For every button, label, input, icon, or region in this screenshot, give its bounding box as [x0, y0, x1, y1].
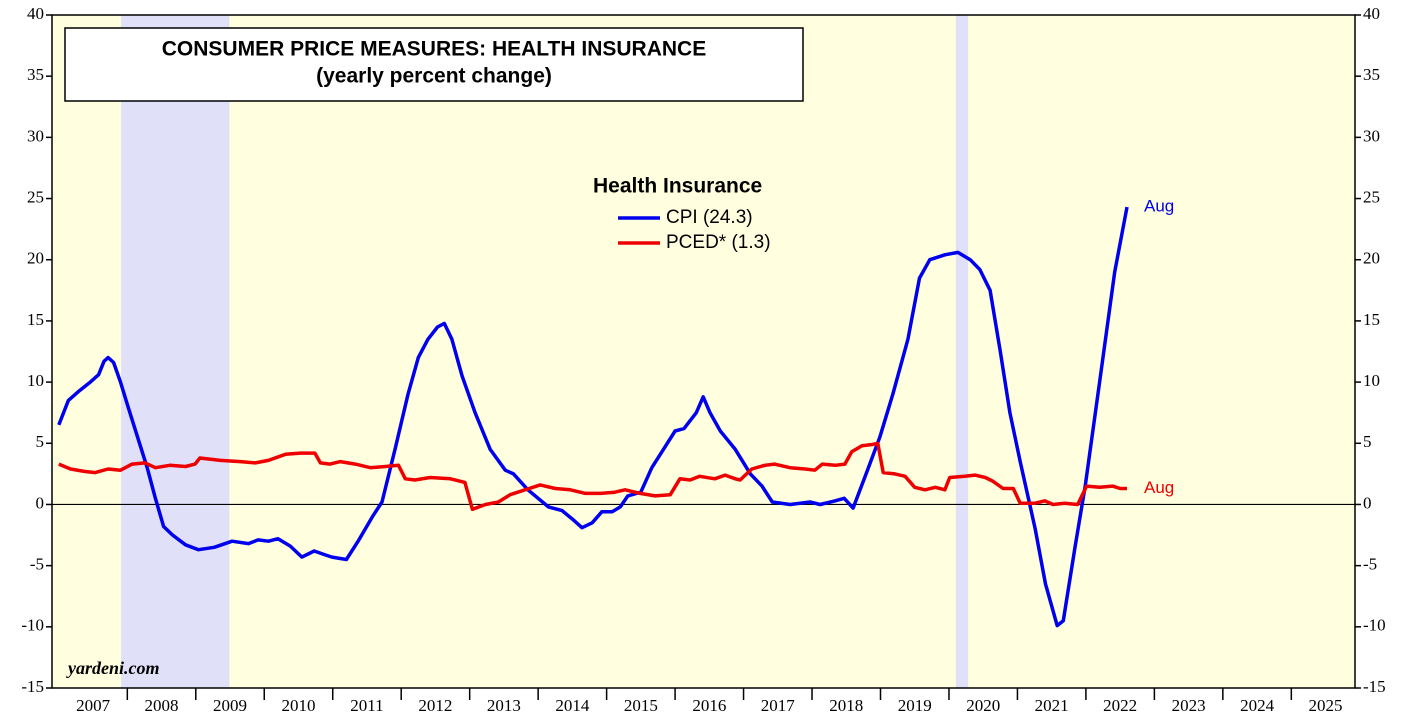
y2-tick-label: 20 — [1363, 249, 1380, 268]
y-tick-label: -5 — [30, 555, 44, 574]
legend-label: CPI (24.3) — [666, 207, 753, 228]
chart-subtitle: (yearly percent change) — [316, 65, 552, 88]
recession-band — [955, 15, 969, 688]
x-tick-label: 2007 — [76, 696, 111, 715]
title-box — [64, 27, 804, 102]
x-tick-label: 2023 — [1172, 696, 1206, 715]
y-tick-label: -10 — [21, 616, 44, 635]
y2-tick-label: 0 — [1363, 493, 1372, 512]
x-tick-label: 2017 — [761, 696, 796, 715]
x-tick-label: 2008 — [145, 696, 179, 715]
x-tick-label: 2025 — [1309, 696, 1343, 715]
recession-shading — [121, 15, 969, 688]
y2-tick-label: -5 — [1363, 555, 1377, 574]
y2-tick-label: 10 — [1363, 371, 1380, 390]
y-tick-label: 40 — [27, 4, 44, 23]
y-tick-label: 0 — [36, 493, 45, 512]
x-tick-label: 2013 — [487, 696, 521, 715]
y2-tick-label: 5 — [1363, 432, 1372, 451]
plot-background — [52, 15, 1355, 688]
plot-frame — [51, 14, 1356, 689]
y-tick-label: 5 — [36, 432, 45, 451]
chart-title: CONSUMER PRICE MEASURES: HEALTH INSURANC… — [162, 38, 706, 61]
source: yardeni.com — [66, 658, 160, 678]
y-tick-label: -15 — [21, 677, 44, 696]
x-tick-label: 2009 — [213, 696, 247, 715]
y2-tick-label: -15 — [1363, 677, 1386, 696]
x-tick-label: 2024 — [1240, 696, 1275, 715]
end-label: Aug — [1144, 197, 1174, 216]
y-tick-label: 35 — [27, 65, 44, 84]
y-tick-label: 10 — [27, 371, 44, 390]
x-tick-label: 2015 — [624, 696, 658, 715]
x-tick-label: 2014 — [555, 696, 590, 715]
x-tick-label: 2011 — [350, 696, 383, 715]
y-tick-label: 25 — [27, 187, 44, 206]
y2-tick-label: 25 — [1363, 187, 1380, 206]
legend: CPI (24.3) PCED* (1.3) — [618, 207, 771, 253]
y-tick-label: 15 — [27, 310, 44, 329]
x-tick-label: 2018 — [829, 696, 863, 715]
series-line — [58, 441, 1127, 512]
series-line — [57, 206, 1129, 628]
legend-title: Health Insurance — [593, 175, 762, 198]
recession-band — [121, 15, 230, 688]
x-tick-label: 2010 — [281, 696, 315, 715]
x-tick-label: 2021 — [1035, 696, 1069, 715]
x-tick-label: 2012 — [418, 696, 452, 715]
y2-tick-label: 40 — [1363, 4, 1380, 23]
legend-label: PCED* (1.3) — [666, 232, 771, 253]
end-label: Aug — [1144, 478, 1174, 497]
y2-tick-label: 35 — [1363, 65, 1380, 84]
y2-tick-label: -10 — [1363, 616, 1386, 635]
x-tick-label: 2020 — [966, 696, 1000, 715]
lines — [57, 206, 1129, 628]
x-tick-label: 2019 — [898, 696, 932, 715]
y2-tick-label: 30 — [1363, 126, 1380, 145]
x-tick-label: 2016 — [692, 696, 726, 715]
y-tick-label: 30 — [27, 126, 44, 145]
y2-tick-label: 15 — [1363, 310, 1380, 329]
y-tick-label: 20 — [27, 249, 44, 268]
x-tick-label: 2022 — [1103, 696, 1137, 715]
